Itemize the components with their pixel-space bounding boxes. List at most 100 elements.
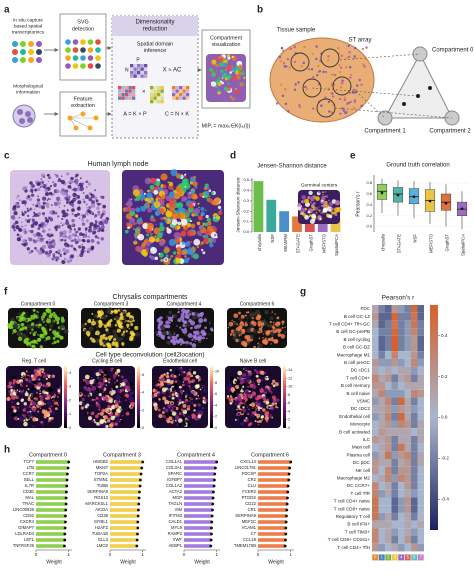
matrix-cell [175,86,179,90]
image-spot [182,396,186,399]
image-spot [311,213,317,219]
matrix-cell [133,71,137,75]
image-spot [35,391,39,394]
heat-cell [391,320,398,329]
image-spot [160,194,166,200]
image-spot [257,323,261,327]
row-label: Mast cell [352,445,370,450]
image-spot [36,407,39,410]
image-spot [235,338,239,343]
image-spot [246,317,249,320]
image-spot [124,410,127,413]
image-spot [37,235,42,240]
heat-cell [391,505,398,513]
image-spot [158,207,165,214]
image-spot [100,228,105,233]
bar-end [138,490,141,494]
image-spot [215,63,219,68]
image-spot [62,223,66,226]
image-spot [97,202,101,206]
image-spot [252,329,257,334]
image-spot [88,251,90,254]
icon [25,111,31,117]
image-spot [60,318,65,323]
image-spot [82,239,86,243]
image-spot [49,198,51,200]
colorbar-label: 6 [215,392,217,396]
heat-cell [372,305,379,313]
image-spot [271,414,273,417]
image-spot [179,174,182,177]
image-spot [111,405,116,410]
image-spot [89,331,92,333]
image-spot [205,214,209,219]
image-spot [20,371,26,377]
tissue-cell [331,92,334,95]
image-spot [215,215,221,220]
image-spot [48,217,51,220]
heat-cell [391,459,398,467]
heat-cell [378,343,385,352]
image-spot [44,186,48,190]
image-spot [31,191,34,194]
heat-cell [372,482,379,490]
matrix-cell [160,100,164,104]
tissue-cell [294,83,297,86]
image-spot [154,256,159,261]
image-spot [169,368,172,372]
y-tick-label: MYBL1 [94,519,108,524]
image-spot [46,253,51,258]
heat-cell [417,374,424,382]
image-spot [24,204,27,206]
heat-cell [378,505,385,513]
image-spot [78,182,83,187]
row-label: B cell GC-LZ [344,314,370,319]
image-spot [198,202,200,204]
image-spot [43,215,45,217]
image-spot [113,332,117,337]
image-spot [194,384,200,389]
row-label: DC CCR7+ [347,483,370,488]
colorbar-label: 0 [69,426,71,430]
matrix-cell [172,93,176,97]
image-spot [32,390,35,392]
image-spot [178,423,182,427]
image-spot [92,232,95,235]
image-spot [101,323,104,326]
image-spot [33,339,38,344]
image-spot [164,399,168,404]
image-spot [204,209,207,212]
image-spot [67,184,72,189]
image-spot [54,211,58,215]
point [428,86,432,90]
image-spot [168,311,172,315]
image-spot [187,316,190,320]
image-spot [94,235,98,239]
image-spot [98,369,103,374]
image-spot [197,336,202,342]
image-spot [217,205,222,210]
image-spot [7,384,12,389]
image-spot [71,223,75,226]
image-spot [328,201,334,207]
image-spot [100,225,105,230]
image-spot [243,413,247,417]
matrix-cell [121,96,125,100]
y-tick-label: MYL9 [171,525,183,530]
image-spot [158,376,162,380]
image-spot [87,333,90,337]
image-spot [328,199,330,202]
label: C = N × K [165,111,189,117]
y-tick-label: TNFRSF25 [13,543,35,548]
image-spot [25,337,28,341]
image-spot [101,398,104,400]
box [59,13,107,81]
tissue-cell [331,111,334,114]
heat-cell [411,358,418,367]
y-tick-label: ELL3 [98,537,108,542]
image-spot [166,211,173,218]
image-spot [109,390,113,395]
bar [184,472,215,476]
heat-cell [378,405,385,413]
image-spot [181,370,184,373]
